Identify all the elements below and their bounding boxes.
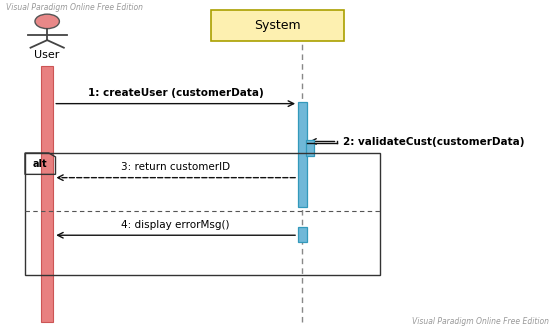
Text: 3: return customerID: 3: return customerID [121,163,230,172]
Text: 4: display errorMsg(): 4: display errorMsg() [122,220,230,230]
Bar [25,153,380,275]
Text: alt: alt [33,159,48,169]
Text: User: User [34,50,60,60]
Text: Visual Paradigm Online Free Edition: Visual Paradigm Online Free Edition [412,317,549,326]
Text: 1: createUser (customerData): 1: createUser (customerData) [88,88,264,98]
Bar [306,140,314,156]
Text: System: System [254,19,301,32]
Text: Visual Paradigm Online Free Edition: Visual Paradigm Online Free Edition [6,3,143,12]
Text: 2: validateCust(customerData): 2: validateCust(customerData) [343,137,524,147]
Bar [298,227,307,242]
Bar [41,66,53,322]
Bar [211,10,344,41]
Ellipse shape [35,14,59,29]
Bar [298,102,307,207]
